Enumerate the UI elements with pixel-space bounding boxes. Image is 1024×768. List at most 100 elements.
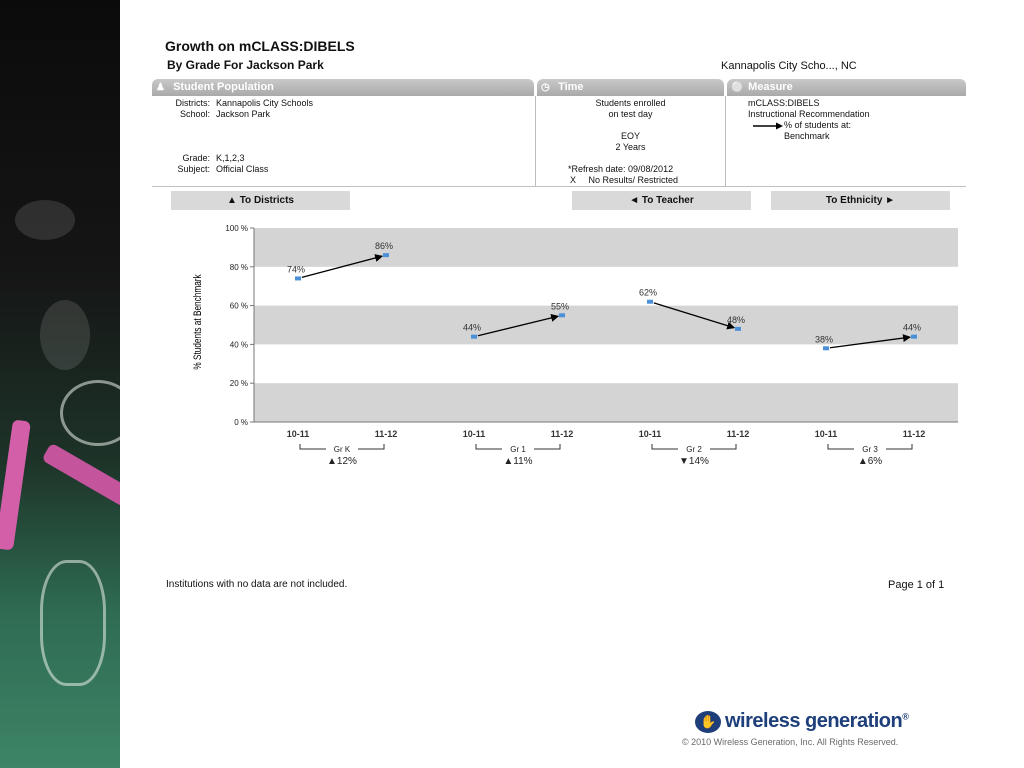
group-bracket [299,444,385,450]
data-label: 55% [551,301,569,311]
group-label: Gr 2 [686,445,702,454]
chart-marks: 74% 10-11 86% 11-12 Gr K ▲12% 44% 10-11 55% 11-12… [287,241,926,467]
data-label: 86% [375,241,393,251]
to-ethnicity-button[interactable]: To Ethnicity ► [771,191,950,210]
growth-arrow [301,254,384,279]
measure-line4: Benchmark [784,131,830,141]
to-teacher-button[interactable]: ◄ To Teacher [572,191,751,210]
group-change: ▲11% [503,456,532,467]
group-change: ▲6% [858,456,882,467]
no-results-mark: X [570,175,577,185]
student-population-panel: Districts: Kannapolis City Schools School… [152,96,534,186]
clock-icon: ◷ [541,82,550,93]
data-label: 74% [287,264,305,274]
y-tick-label: 80 % [230,263,248,272]
data-point [471,334,477,339]
footer-note: Institutions with no data are not includ… [166,579,348,590]
data-point [735,326,741,331]
x-tick-label: 10-11 [287,429,310,439]
growth-arrow [477,314,560,337]
brand-name: wireless generation [725,710,903,732]
x-tick-label: 10-11 [463,429,486,439]
report-title: Growth on mCLASS:DIBELS [165,38,355,54]
data-label: 48% [727,315,745,325]
group-change: ▼14% [679,456,709,467]
panel-divider [535,96,536,186]
data-point [823,346,829,351]
subject-row: Subject: Official Class [177,164,269,174]
data-point [647,299,653,304]
data-point [383,253,389,258]
chalk-mark [40,560,106,686]
chalk-smudge [15,200,75,240]
group-label: Gr 1 [510,445,526,454]
chart-band [254,383,958,422]
data-label: 44% [463,323,481,333]
data-point [559,313,565,318]
registered-mark: ® [902,711,909,722]
school-row: School: Jackson Park [179,109,271,119]
time-enrolled-line1: Students enrolled [595,98,666,108]
group-label: Gr K [334,445,351,454]
chalk-smudge [40,300,90,370]
chalk-mark [60,380,120,446]
growth-chart: 0 % 20 % 40 % 60 % 80 % 100 % 74% 10-11 86% 11-1… [192,224,958,467]
to-districts-button[interactable]: ▲ To Districts [171,191,350,210]
y-tick-label: 100 % [225,224,248,233]
measure-line3: % of students at: [784,120,852,130]
group-bracket [475,444,561,450]
copyright-text: © 2010 Wireless Generation, Inc. All Rig… [682,737,899,747]
x-tick-label: 11-12 [551,429,574,439]
group-change: ▲12% [327,456,357,467]
y-axis-label: % Students at Benchmark [192,274,204,369]
people-icon: ♟ [156,82,165,93]
chart-band [254,228,958,267]
panel-divider [725,96,726,186]
grade-row: Grade: K,1,2,3 [182,153,245,163]
refresh-date: *Refresh date: 09/08/2012 [568,164,674,174]
group-label: Gr 3 [862,445,878,454]
x-tick-label: 10-11 [639,429,662,439]
growth-arrow [829,334,912,349]
time-panel: Students enrolled on test day EOY 2 Year… [536,96,725,186]
chart-axis: 0 % 20 % 40 % 60 % 80 % 100 % [225,224,958,427]
thermometer-icon: ⚪ [731,82,744,93]
hand-logo-icon: ✋ [695,710,721,733]
y-tick-label: 0 % [234,418,248,427]
measure-line1: mCLASS:DIBELS [748,98,820,108]
chart-bands [254,228,958,422]
report-subtitle: By Grade For Jackson Park [167,58,324,72]
y-tick-label: 60 % [230,302,248,311]
chalkboard-decoration [0,0,120,768]
growth-arrow [653,302,736,330]
x-tick-label: 10-11 [815,429,838,439]
student-population-header: ♟ Student Population [152,79,534,96]
y-tick-label: 40 % [230,340,248,349]
panel-bottom-rule [152,186,966,187]
data-label: 62% [639,288,657,298]
chart-band [254,305,958,345]
growth-arrow-icon [753,122,783,130]
data-point [911,334,917,339]
x-tick-label: 11-12 [727,429,750,439]
districts-row: Districts: Kannapolis City Schools [175,98,314,108]
x-tick-label: 11-12 [375,429,398,439]
time-period: EOY [620,131,640,141]
data-label: 38% [815,334,833,344]
measure-line2: Instructional Recommendation [748,109,870,119]
time-enrolled-line2: on test day [608,109,653,119]
data-label: 44% [903,323,921,333]
time-header: ◷ Time [537,79,724,96]
wireless-generation-logo: ✋ wireless generation® [695,710,909,733]
measure-panel: mCLASS:DIBELS Instructional Recommendati… [748,96,966,186]
group-bracket [827,444,913,450]
no-results-legend: X No Results/ Restricted [570,175,678,186]
group-bracket [651,444,737,450]
page-indicator: Page 1 of 1 [888,579,945,591]
data-point [295,276,301,281]
y-tick-label: 20 % [230,379,248,388]
time-span: 2 Years [615,142,646,152]
measure-header: ⚪ Measure [727,79,966,96]
x-tick-label: 11-12 [903,429,926,439]
district-name: Kannapolis City Scho..., NC [721,60,857,72]
